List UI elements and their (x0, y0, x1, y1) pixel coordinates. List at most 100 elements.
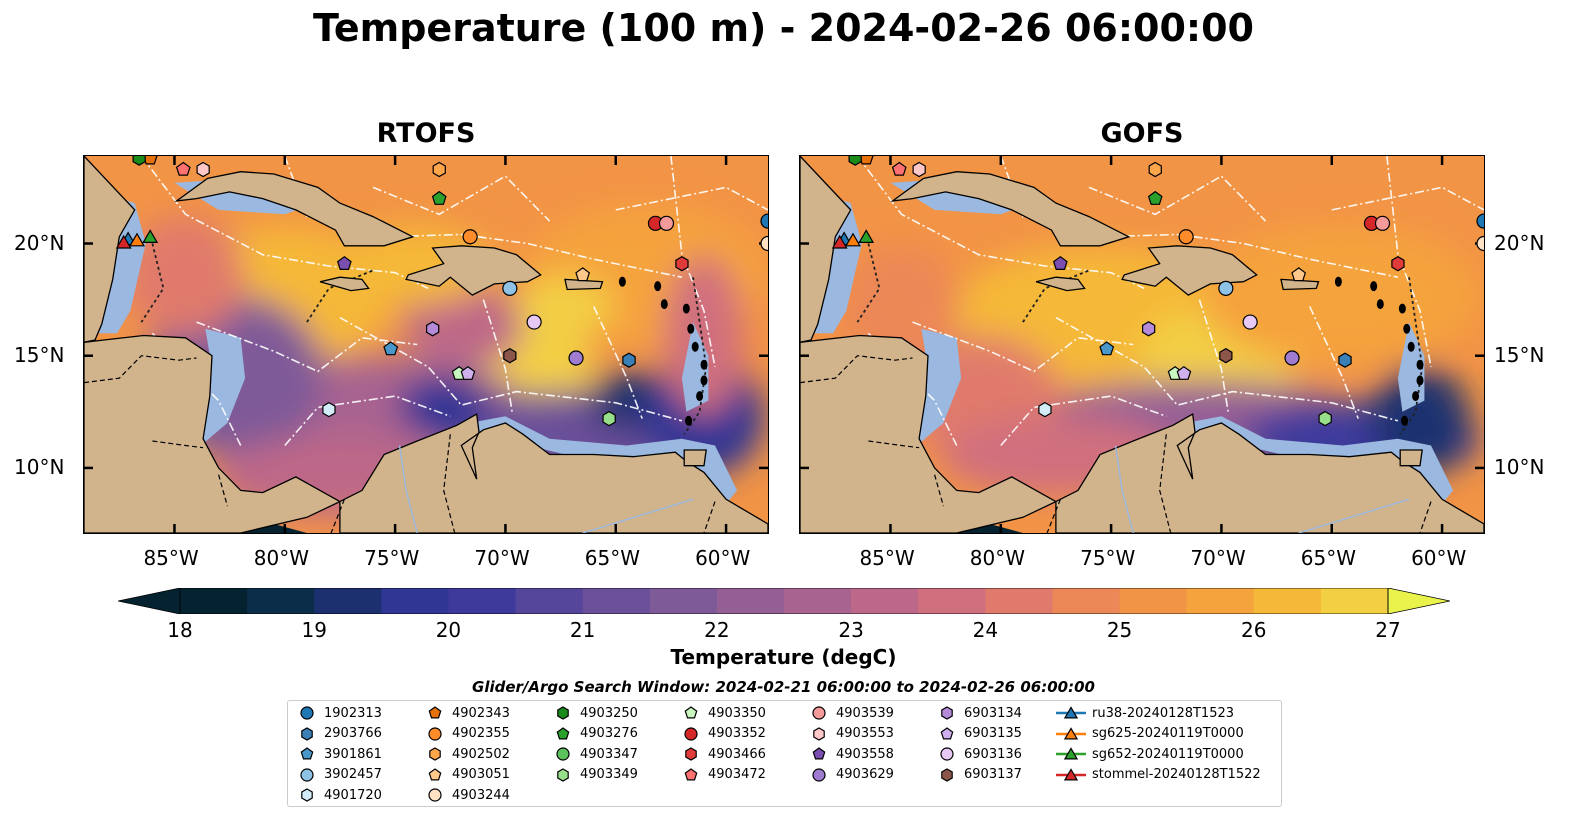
map-rtofs[interactable] (83, 155, 769, 534)
legend-entry: 4903352 (680, 724, 766, 744)
legend-entry-label: 4903051 (452, 767, 510, 783)
legend-marker-icon (300, 747, 314, 760)
lon-tick-label: 80°W (969, 546, 1026, 570)
legend-entry: 1902313 (296, 703, 382, 723)
legend-entry: 4903558 (808, 744, 894, 764)
float-marker-3902457 (502, 280, 518, 296)
legend-entry: 4902343 (424, 703, 510, 723)
glider-marker-stommel-20240128T1522 (831, 234, 848, 249)
legend-marker-icon (428, 726, 442, 741)
eez-boundary (1055, 316, 1399, 422)
colorbar-tick-label: 26 (1241, 618, 1267, 642)
float-marker-4903539 (1374, 215, 1391, 231)
float-marker-2903766 (622, 352, 636, 368)
bathymetry-contour (1022, 269, 1090, 323)
legend-entry: sg652-20240119T0000 (1056, 744, 1244, 764)
float-marker-3901861 (1099, 341, 1115, 356)
colorbar-segment (180, 588, 248, 614)
float-marker-4903244 (1476, 235, 1484, 252)
float-marker-4901720 (322, 401, 336, 418)
float-marker-4902502 (432, 161, 446, 178)
float-marker-4902355 (462, 229, 478, 245)
lon-tick-label: 65°W (1300, 546, 1356, 570)
legend-entry-label: 4902502 (452, 746, 510, 762)
legend-marker-icon (941, 706, 953, 720)
legend-entry-label: stommel-20240128T1522 (1092, 767, 1261, 783)
float-marker-6903135 (1176, 365, 1192, 380)
float-marker-4903250 (132, 156, 146, 166)
island (696, 391, 704, 402)
float-marker-1902313 (760, 213, 768, 229)
colorbar-segment (851, 588, 919, 614)
float-marker-4903539 (658, 215, 675, 231)
colorbar-tick-label: 25 (1106, 618, 1133, 642)
glider-marker-sg625-20240119T0000 (128, 232, 145, 247)
legend-marker-icon (940, 747, 954, 761)
float-marker-4903250 (848, 156, 862, 166)
legend-marker-icon (1056, 706, 1086, 719)
legend-title: Glider/Argo Search Window: 2024-02-21 06… (472, 678, 1095, 696)
legend-entry-label: 4902343 (452, 705, 510, 721)
colorbar-extend-min (117, 587, 181, 615)
eez-boundary (151, 332, 242, 446)
legend-entry-label: 2903766 (324, 726, 382, 742)
colorbar-segment (716, 588, 785, 614)
legend-entry: 3902457 (296, 765, 382, 785)
eez-boundary (1000, 156, 1399, 278)
eez-boundary (339, 316, 683, 422)
lon-tick-label: 75°W (1080, 546, 1136, 570)
land-cuba (890, 171, 1131, 247)
float-marker-6903136 (1242, 314, 1258, 330)
island (1407, 341, 1415, 352)
colorbar-tick-label: 18 (167, 618, 193, 642)
colorbar-segment (1052, 588, 1121, 614)
lon-tick-label: 70°W (474, 546, 530, 570)
eez-boundary (284, 395, 451, 447)
legend-entry: stommel-20240128T1522 (1056, 765, 1261, 785)
legend-entry: 4903539 (808, 703, 894, 723)
country-border (84, 355, 197, 384)
colorbar-segment (515, 588, 584, 614)
colorbar-tick-label: 20 (435, 618, 462, 642)
island (1376, 299, 1384, 310)
legend-marker-icon (428, 768, 442, 781)
glider-marker-stommel-20240128T1522 (115, 234, 132, 249)
river (1114, 445, 1134, 533)
land-trinidad (683, 449, 707, 467)
legend-entry: 2903766 (296, 724, 382, 744)
legend-entry: 4903250 (552, 703, 638, 723)
float-marker-4903558 (336, 255, 352, 271)
float-marker-4903558 (1052, 255, 1068, 271)
float-marker-4903553 (912, 161, 926, 178)
legend-entry: 6903135 (936, 724, 1022, 744)
map-gofs[interactable] (799, 155, 1485, 534)
colorbar-segment (448, 588, 517, 614)
island (660, 299, 668, 310)
legend-entry: 4903276 (552, 724, 638, 744)
legend-entry: 6903134 (936, 703, 1022, 723)
float-marker-1902313 (1476, 213, 1484, 229)
colorbar-segment (247, 588, 315, 614)
float-marker-6903135 (460, 365, 476, 380)
legend-entry-label: 4901720 (324, 787, 382, 803)
land-jamaica (319, 276, 370, 292)
legend-entry: 4903051 (424, 765, 510, 785)
island (1412, 391, 1420, 402)
legend-marker-icon (685, 747, 697, 761)
eez-boundary (1308, 306, 1359, 419)
country-border (330, 499, 345, 533)
legend-entry-label: 4903347 (580, 746, 638, 762)
land-south-america (339, 413, 768, 533)
legend-entry: 4903629 (808, 765, 894, 785)
legend-entry-label: 4903250 (580, 705, 638, 721)
legend-entry-label: 4903350 (708, 705, 766, 721)
island (1416, 375, 1424, 386)
country-border (868, 440, 920, 449)
eez-boundary (284, 156, 683, 278)
lat-tick-label-right: 15°N (1494, 342, 1545, 367)
colorbar-segment (381, 588, 449, 614)
float-marker-3901861 (383, 341, 399, 356)
island (685, 415, 693, 426)
legend-entry-label: 4903553 (836, 726, 894, 742)
country-border (934, 474, 944, 507)
